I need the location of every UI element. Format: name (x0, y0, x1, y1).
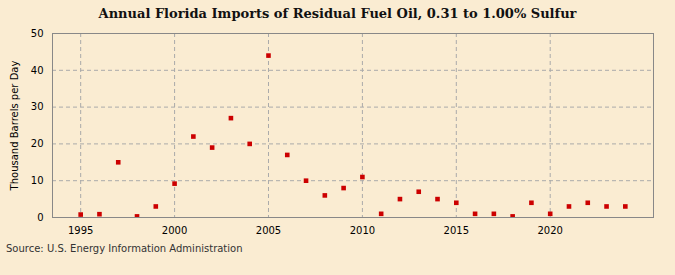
html-text:Source: U.S. Energy Informatio: Source: U.S. Energy Information Administ… (6, 243, 243, 254)
svg-text:2020: 2020 (537, 225, 562, 236)
svg-text:2015: 2015 (444, 225, 469, 236)
svg-text:1995: 1995 (68, 225, 93, 236)
svg-text:50: 50 (31, 28, 44, 39)
svg-text:0: 0 (37, 212, 43, 223)
svg-text:2010: 2010 (350, 225, 375, 236)
svg-text:Thousand Barrels per Day: Thousand Barrels per Day (9, 61, 20, 192)
svg-text:2000: 2000 (162, 225, 187, 236)
svg-text:30: 30 (31, 101, 44, 112)
svg-text:10: 10 (31, 175, 44, 186)
svg-text:2005: 2005 (256, 225, 281, 236)
html-text:Annual Florida Imports of Resi: Annual Florida Imports of Residual Fuel … (98, 6, 577, 21)
svg-text:20: 20 (31, 138, 44, 149)
svg-text:40: 40 (31, 65, 44, 76)
